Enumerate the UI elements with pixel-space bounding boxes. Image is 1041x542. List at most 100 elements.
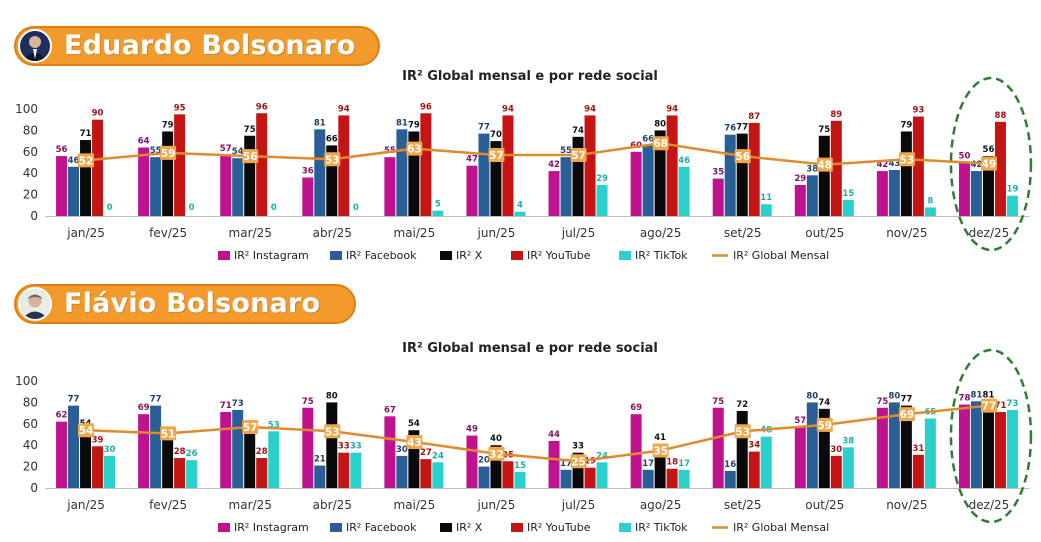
bar-tiktok-out/25 [842,447,854,488]
bar-x-jul/25 [572,136,584,216]
global-marker [78,153,95,168]
global-marker [570,454,587,469]
data-label-x: 77 [736,123,748,133]
x-tick-label: jan/25 [66,226,105,240]
bar-tiktok-dez/25 [1006,409,1018,488]
bar-tiktok-fev/25 [186,460,198,488]
global-marker [242,149,259,164]
bar-x-mai/25 [408,131,420,216]
global-value-label: 56 [243,151,258,163]
data-label-youtube: 19 [584,457,596,467]
data-label-instagram: 75 [876,397,888,407]
bar-x-out/25 [818,135,830,216]
bar-tiktok-dez/25 [1006,195,1018,216]
bar-x-mar/25 [244,135,256,216]
global-marker [898,152,915,167]
global-marker [816,417,833,432]
global-marker [406,141,423,156]
y-tick-label: 0 [30,481,38,495]
person-name: Flávio Bolsonaro [64,288,321,319]
data-label-tiktok: 29 [596,174,608,184]
global-marker [980,156,997,171]
bar-youtube-mar/25 [256,113,268,216]
global-value-label: 52 [79,155,94,167]
data-label-youtube: 39 [92,435,104,445]
bar-facebook-mar/25 [232,409,244,488]
bar-youtube-fev/25 [174,114,186,216]
data-label-tiktok: 8 [927,196,933,206]
data-label-instagram: 35 [712,168,724,178]
person-photo-icon [18,287,52,321]
data-label-youtube: 34 [748,441,760,451]
bar-facebook-jan/25 [68,405,80,488]
legend-label-youtube: IR² YouTube [527,249,591,262]
bar-instagram-mai/25 [384,416,396,488]
data-label-tiktok: 4 [517,201,523,211]
data-label-tiktok: 19 [1007,185,1019,195]
global-marker [160,145,177,160]
global-value-label: 77 [982,401,997,413]
bar-tiktok-mar/25 [268,431,280,488]
x-tick-label: out/25 [805,498,844,512]
x-tick-label: ago/25 [640,226,682,240]
data-label-facebook: 30 [396,445,408,455]
bar-youtube-abr/25 [338,115,350,216]
bar-youtube-mai/25 [420,113,432,216]
bar-facebook-jul/25 [560,157,572,216]
bar-instagram-jul/25 [548,171,560,216]
data-label-x: 56 [983,145,995,155]
bar-facebook-abr/25 [314,129,326,216]
bar-x-jan/25 [80,140,92,216]
global-marker [324,152,341,167]
bar-youtube-jan/25 [92,119,104,216]
data-label-x: 80 [654,119,666,129]
data-label-x: 40 [490,434,502,444]
x-tick-label: set/25 [724,226,762,240]
global-value-label: 25 [571,456,586,468]
data-label-facebook: 81 [314,118,326,128]
y-tick-label: 60 [23,417,38,431]
data-label-x: 66 [326,134,338,144]
global-marker [898,407,915,422]
x-tick-label: abr/25 [313,226,352,240]
bar-youtube-fev/25 [174,458,186,488]
global-line [85,404,990,463]
bar-x-ago/25 [654,444,666,488]
global-marker [242,420,259,435]
bar-youtube-nov/25 [912,116,924,216]
global-marker [324,424,341,439]
bar-facebook-nov/25 [888,169,900,216]
global-marker [406,434,423,449]
data-label-instagram: 64 [138,137,150,147]
bar-x-fev/25 [162,438,174,488]
bar-youtube-jul/25 [584,467,596,488]
data-label-instagram: 42 [876,160,888,170]
bar-tiktok-jun/25 [514,471,526,488]
global-marker [734,149,751,164]
highlight-ellipse [949,348,1033,524]
x-tick-label: jul/25 [561,498,596,512]
data-label-tiktok: 11 [760,193,772,203]
data-label-x: 77 [900,395,912,405]
chart-panel-eduardo: IR² Global mensal e por rede social 0 20 40… [0,0,1041,270]
y-tick-label: 20 [23,188,38,202]
bar-x-out/25 [818,408,830,488]
data-label-youtube: 31 [912,444,924,454]
global-value-label: 63 [407,144,422,156]
global-marker [488,148,505,163]
legend-swatch-x [440,523,452,532]
global-marker [160,426,177,441]
data-label-youtube: 94 [338,104,350,114]
bar-tiktok-ago/25 [678,166,690,216]
data-label-instagram: 69 [630,403,642,413]
data-label-instagram: 56 [56,145,68,155]
bar-instagram-abr/25 [302,407,314,488]
y-tick-label: 80 [23,123,38,137]
legend-swatch-youtube [511,251,523,260]
global-marker [652,443,669,458]
data-label-instagram: 57 [220,144,232,154]
bar-instagram-jun/25 [466,435,478,488]
data-label-instagram: 67 [384,405,396,415]
chart-eduardo: IR² Global mensal e por rede social02040… [15,69,1033,262]
legend-label-tiktok: IR² TikTok [635,521,688,534]
